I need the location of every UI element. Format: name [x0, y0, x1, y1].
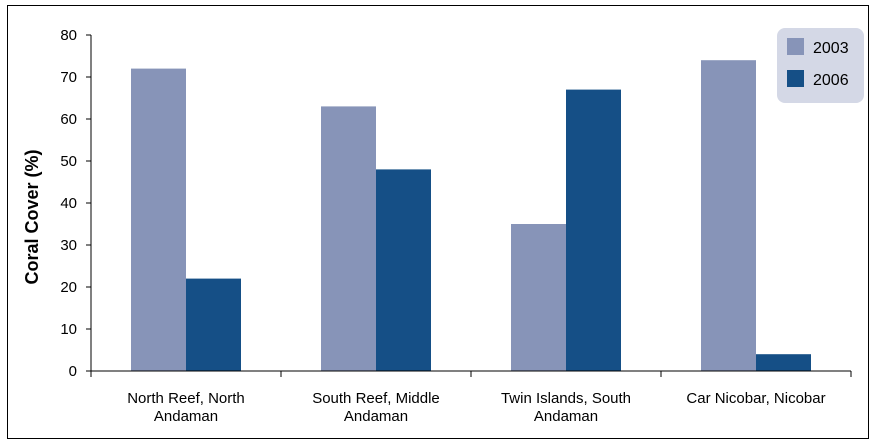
- x-category-label: Andaman: [534, 408, 598, 425]
- bar-2006: [186, 278, 241, 371]
- y-tick-label: 50: [60, 153, 77, 170]
- y-tick-label: 0: [69, 363, 77, 380]
- bar-2006: [376, 169, 431, 371]
- legend: 2003 2006: [777, 28, 864, 103]
- y-tick-label: 20: [60, 279, 77, 296]
- bar-2003: [511, 224, 566, 371]
- y-tick-label: 10: [60, 321, 77, 338]
- legend-swatch: [787, 70, 804, 87]
- y-tick-label: 60: [60, 111, 77, 128]
- y-tick-label: 30: [60, 237, 77, 254]
- x-category-label: Twin Islands, South: [501, 390, 631, 407]
- y-axis: 0 10 20 30 40 50 60 70 80: [60, 27, 92, 380]
- bar-2006: [756, 354, 811, 371]
- legend-label: 2006: [813, 72, 849, 89]
- y-tick-label: 70: [60, 69, 77, 86]
- y-tick-label: 80: [60, 27, 77, 44]
- x-category-label: Andaman: [154, 408, 218, 425]
- bar-2006: [566, 89, 621, 371]
- bar-2003: [131, 68, 186, 371]
- legend-label: 2003: [813, 40, 849, 57]
- x-category-label: North Reef, North: [127, 390, 245, 407]
- x-category-label: Andaman: [344, 408, 408, 425]
- legend-swatch: [787, 38, 804, 55]
- y-tick-label: 40: [60, 195, 77, 212]
- y-axis-title: Coral Cover (%): [22, 149, 42, 284]
- x-category-label: South Reef, Middle: [312, 390, 440, 407]
- bar-2003: [701, 60, 756, 371]
- bars: [131, 60, 811, 372]
- bar-2003: [321, 106, 376, 372]
- x-category-label: Car Nicobar, Nicobar: [686, 390, 825, 407]
